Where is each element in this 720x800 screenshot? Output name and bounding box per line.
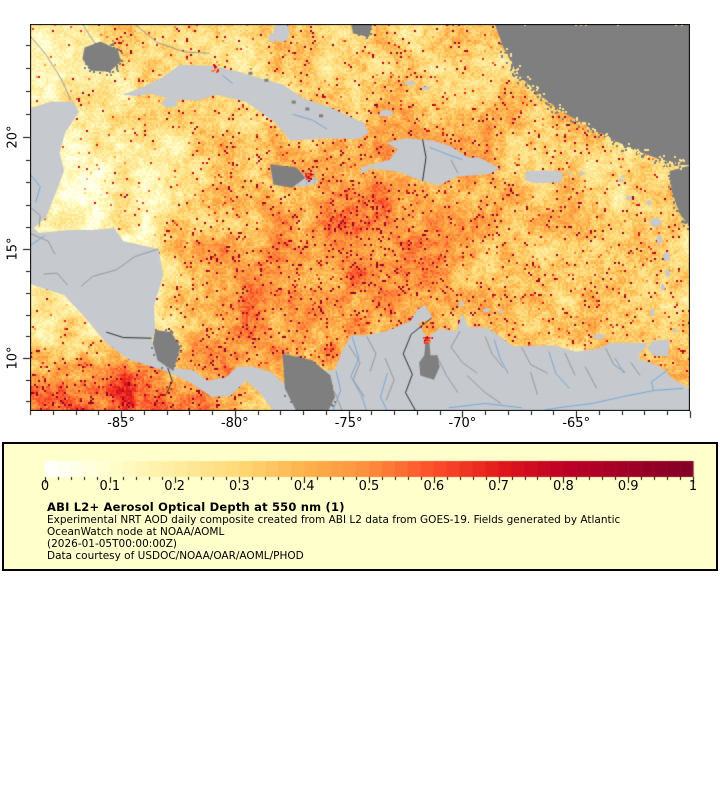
colorbar-tick-label: 0.3 <box>229 479 250 494</box>
legend-panel: 0 0.1 0.2 0.3 0.4 0.5 0.6 0.7 0.8 0.9 1 ABI L2+ Ae… <box>2 442 718 571</box>
colorbar-tick-label: 0.1 <box>99 479 121 494</box>
colorbar-tick-label: 0.7 <box>488 479 509 494</box>
x-tick-label: -85° <box>107 416 135 431</box>
colorbar-tick-label: 0.5 <box>358 479 380 494</box>
colorbar-tick-label: 0 <box>40 479 50 494</box>
y-tick-label: 15° <box>5 237 21 261</box>
y-tick-label: 20° <box>5 125 21 149</box>
legend-caption-line: (2026-01-05T00:00:00Z) <box>47 538 177 550</box>
legend-caption-line: OceanWatch node at NOAA/AOML <box>47 526 225 538</box>
colorbar-tick-label: 0.9 <box>617 479 639 494</box>
colorbar-tick-label: 1 <box>688 479 698 494</box>
x-tick-label: -70° <box>448 416 477 431</box>
y-tick-label: 10° <box>5 346 21 370</box>
x-tick-label: -80° <box>220 416 249 431</box>
colorbar-tick-label: 0.4 <box>293 479 315 494</box>
legend-title: ABI L2+ Aerosol Optical Depth at 550 nm … <box>47 500 345 514</box>
legend-caption-line: Experimental NRT AOD daily composite cre… <box>47 514 621 526</box>
colorbar-canvas <box>4 444 716 496</box>
x-tick-label: -65° <box>562 416 591 431</box>
aod-map-canvas <box>30 24 690 411</box>
legend-text-block: ABI L2+ Aerosol Optical Depth at 550 nm … <box>47 500 620 562</box>
legend-caption-lines: Experimental NRT AOD daily composite cre… <box>47 514 620 562</box>
colorbar-tick-label: 0.6 <box>423 479 445 494</box>
legend-caption-line: Data courtesy of USDOC/NOAA/OAR/AOML/PHO… <box>47 550 304 562</box>
x-tick-label: -75° <box>334 416 363 431</box>
colorbar-tick-label: 0.8 <box>553 479 574 494</box>
colorbar-tick-label: 0.2 <box>164 479 185 494</box>
